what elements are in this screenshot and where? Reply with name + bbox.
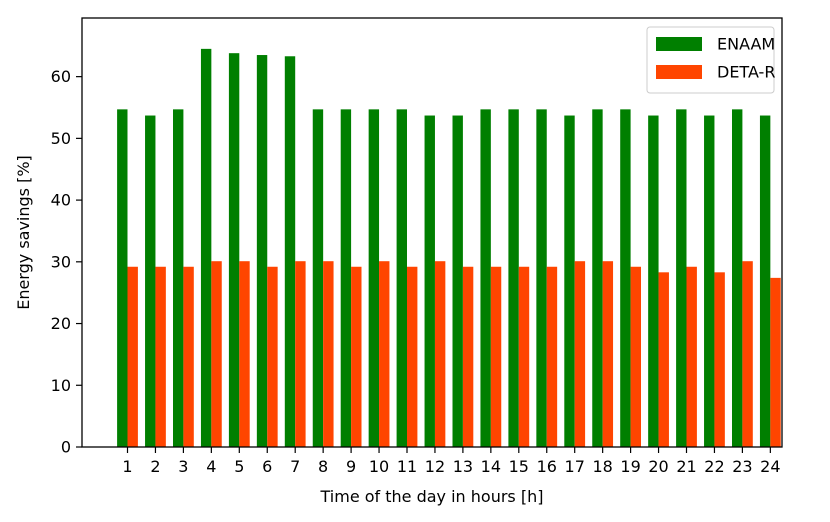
enaam-bar-12: [424, 115, 435, 447]
y-tick-label: 40: [51, 191, 71, 210]
deta-r-bar-4: [211, 261, 222, 447]
plot-area-frame: [81, 17, 783, 448]
y-tick-label: 30: [51, 252, 71, 271]
deta-r-bar-16: [546, 266, 558, 447]
deta-r-bar-12: [434, 261, 446, 447]
x-tick-label: 13: [453, 457, 473, 476]
enaam-bar-15: [508, 109, 519, 447]
deta-r-bar-22: [714, 272, 725, 447]
deta-r-bar-19: [630, 266, 641, 447]
x-axis-label: Time of the day in hours [h]: [320, 487, 544, 506]
deta-r-bar-8: [323, 261, 334, 447]
y-axis-label: Energy savings [%]: [14, 155, 33, 310]
enaam-bar-16: [536, 109, 547, 447]
deta-r-bar-3: [183, 266, 194, 447]
y-tick-label: 10: [51, 376, 71, 395]
x-tick-label: 4: [206, 457, 216, 476]
x-tick-label: 21: [676, 457, 696, 476]
enaam-bar-20: [648, 115, 659, 447]
enaam-bar-22: [704, 115, 715, 447]
enaam-bar-2: [145, 115, 156, 447]
enaam-bar-9: [340, 109, 352, 447]
y-tick-label: 50: [51, 129, 71, 148]
x-tick-label: 3: [178, 457, 188, 476]
enaam-bar-8: [312, 109, 324, 447]
x-tick-label: 15: [509, 457, 529, 476]
y-axis: 0 10 20 30 40 50 60: [51, 67, 82, 457]
x-tick-label: 12: [425, 457, 445, 476]
legend-swatch-enaam: [656, 37, 702, 51]
x-tick-label: 6: [262, 457, 272, 476]
enaam-bar-4: [200, 48, 212, 447]
enaam-bar-18: [592, 109, 603, 447]
x-tick-label: 1: [122, 457, 132, 476]
x-tick-label: 11: [397, 457, 417, 476]
deta-r-bar-9: [351, 266, 362, 447]
deta-r-bar-10: [379, 261, 390, 447]
deta-r-bar-5: [239, 261, 250, 447]
x-tick-label: 22: [704, 457, 724, 476]
x-tick-label: 9: [346, 457, 356, 476]
x-tick-label: 10: [369, 457, 389, 476]
legend-swatch-deta-r: [656, 65, 702, 79]
deta-r-bar-18: [602, 261, 614, 447]
enaam-bar-7: [284, 56, 296, 447]
legend-label-deta-r: DETA-R: [717, 63, 775, 82]
legend-label-enaam: ENAAM: [717, 35, 775, 54]
deta-r-bar-24: [770, 277, 781, 447]
x-tick-label: 20: [648, 457, 668, 476]
deta-r-bar-11: [407, 266, 418, 447]
enaam-bars: [117, 48, 771, 447]
deta-r-bar-23: [742, 261, 753, 447]
deta-r-bar-17: [574, 261, 586, 447]
x-tick-label: 8: [318, 457, 328, 476]
enaam-bar-1: [117, 109, 128, 447]
x-tick-label: 23: [732, 457, 752, 476]
legend: ENAAM DETA-R: [646, 26, 775, 94]
deta-r-bar-20: [658, 272, 669, 447]
enaam-bar-14: [480, 109, 491, 447]
enaam-bar-24: [759, 115, 771, 447]
deta-r-bar-7: [295, 261, 306, 447]
x-tick-label: 14: [481, 457, 501, 476]
y-tick-label: 20: [51, 314, 71, 333]
enaam-bar-19: [620, 109, 631, 447]
deta-r-bar-2: [155, 266, 166, 447]
enaam-bar-17: [564, 115, 575, 447]
enaam-bar-3: [173, 109, 184, 447]
enaam-bar-6: [256, 55, 268, 447]
enaam-bar-13: [452, 115, 463, 447]
enaam-bar-21: [676, 109, 687, 447]
x-tick-label: 7: [290, 457, 300, 476]
enaam-bar-10: [368, 109, 380, 447]
deta-r-bar-15: [518, 266, 530, 447]
deta-r-bar-1: [127, 266, 138, 447]
y-tick-label: 0: [61, 438, 71, 457]
deta-r-bar-6: [267, 266, 278, 447]
x-tick-label: 18: [592, 457, 612, 476]
x-tick-label: 17: [565, 457, 585, 476]
x-tick-label: 24: [760, 457, 780, 476]
x-axis: 1 2 3 4 5 6 7 8 9 10 11 12 13 14 15 16 17 18 19 20 21 22 23 24: [122, 447, 781, 476]
deta-r-bar-13: [462, 266, 474, 447]
enaam-bar-11: [396, 109, 407, 447]
y-tick-label: 60: [51, 67, 71, 86]
x-tick-label: 19: [620, 457, 640, 476]
enaam-bar-23: [732, 109, 743, 447]
x-tick-label: 16: [537, 457, 557, 476]
enaam-bar-5: [228, 53, 240, 447]
deta-r-bar-21: [686, 266, 697, 447]
x-tick-label: 2: [150, 457, 160, 476]
deta-r-bars: [127, 261, 781, 447]
x-tick-label: 5: [234, 457, 244, 476]
deta-r-bar-14: [490, 266, 502, 447]
